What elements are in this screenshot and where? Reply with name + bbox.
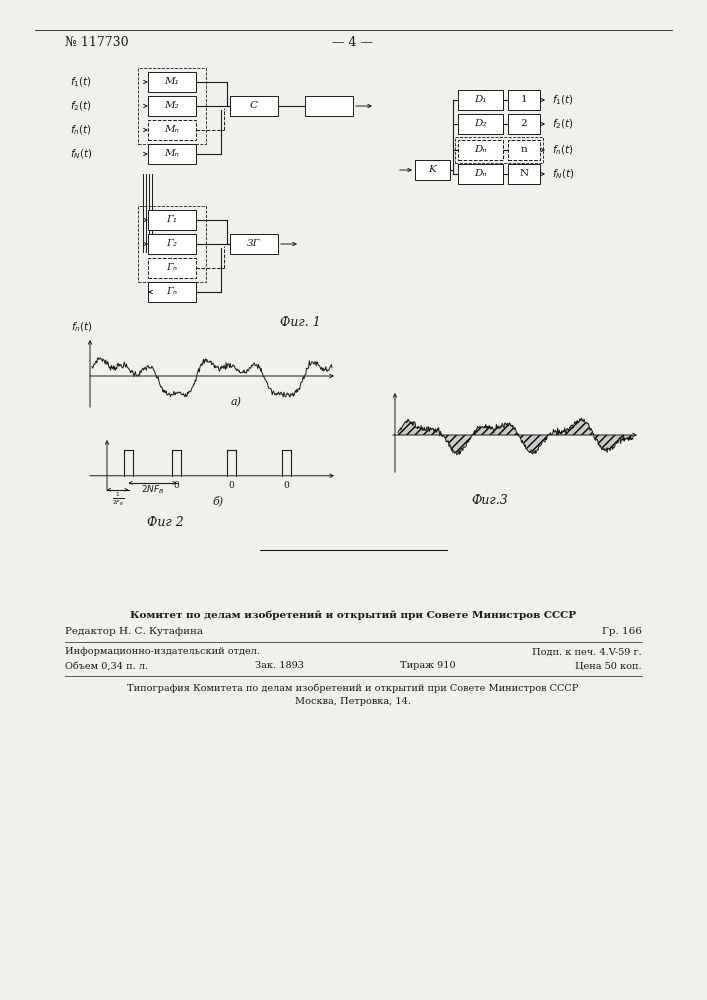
Text: 0: 0 (228, 481, 235, 490)
Text: 0: 0 (174, 481, 180, 490)
Bar (138, 206, 206, 282)
Text: D₁: D₁ (474, 96, 486, 104)
Bar (458, 90, 503, 110)
Bar (148, 258, 196, 278)
Text: Москва, Петровка, 14.: Москва, Петровка, 14. (295, 696, 411, 706)
Bar (508, 164, 540, 184)
Text: 2: 2 (520, 119, 527, 128)
Text: $f_n(t)$: $f_n(t)$ (70, 123, 92, 137)
Bar (458, 140, 503, 160)
Text: Типография Комитета по делам изобретений и открытий при Совете Министров СССР: Типография Комитета по делам изобретений… (127, 683, 579, 693)
Text: $f_n(t)$: $f_n(t)$ (71, 320, 93, 334)
Bar (148, 210, 196, 230)
Text: $f_1(t)$: $f_1(t)$ (70, 75, 92, 89)
Text: $\frac{1}{2F_B}$: $\frac{1}{2F_B}$ (112, 491, 124, 508)
Text: M₁: M₁ (165, 78, 180, 87)
Text: Объем 0,34 п. л.: Объем 0,34 п. л. (65, 662, 148, 670)
Text: Редактор Н. С. Кутафина: Редактор Н. С. Кутафина (65, 628, 203, 637)
Text: Dₙ: Dₙ (474, 169, 487, 178)
Text: $f_2(t)$: $f_2(t)$ (552, 117, 574, 131)
Text: б): б) (212, 495, 223, 506)
Text: $f_n(t)$: $f_n(t)$ (552, 143, 574, 157)
Bar (455, 137, 543, 163)
Bar (138, 68, 206, 144)
Text: Г₁: Г₁ (167, 216, 177, 225)
Text: Комитет по делам изобретений и открытий при Совете Министров СССР: Комитет по делам изобретений и открытий … (130, 610, 576, 620)
Text: Информационно-издательский отдел.: Информационно-издательский отдел. (65, 648, 260, 656)
Text: Гр. 166: Гр. 166 (602, 628, 642, 637)
Text: Mₙ: Mₙ (165, 125, 180, 134)
Bar (458, 164, 503, 184)
Bar (508, 90, 540, 110)
Text: № 117730: № 117730 (65, 35, 129, 48)
Text: n: n (520, 145, 527, 154)
Bar (458, 114, 503, 134)
Bar (305, 96, 353, 116)
Text: Гₙ: Гₙ (166, 288, 177, 296)
Bar (148, 72, 196, 92)
Bar (148, 282, 196, 302)
Text: $f_N(t)$: $f_N(t)$ (552, 167, 575, 181)
Text: 1: 1 (520, 96, 527, 104)
Text: Подп. к печ. 4.V-59 г.: Подп. к печ. 4.V-59 г. (532, 648, 642, 656)
Bar (148, 144, 196, 164)
Text: Фиг. 1: Фиг. 1 (280, 316, 320, 328)
Text: Фиг.3: Фиг.3 (472, 493, 508, 506)
Text: N: N (520, 169, 529, 178)
Text: Цена 50 коп.: Цена 50 коп. (575, 662, 642, 670)
Text: Гₙ: Гₙ (166, 263, 177, 272)
Bar (230, 234, 278, 254)
Bar (415, 160, 450, 180)
Text: $f_1(t)$: $f_1(t)$ (552, 93, 574, 107)
Text: D₂: D₂ (474, 119, 486, 128)
Text: Зак. 1893: Зак. 1893 (255, 662, 304, 670)
Text: Mₙ: Mₙ (165, 149, 180, 158)
Bar (508, 140, 540, 160)
Text: Тираж 910: Тираж 910 (400, 662, 455, 670)
Text: Dₙ: Dₙ (474, 145, 487, 154)
Text: C: C (250, 102, 258, 110)
Text: $f_N(t)$: $f_N(t)$ (70, 147, 93, 161)
Bar (148, 120, 196, 140)
Text: — 4 —: — 4 — (332, 35, 373, 48)
Text: а): а) (230, 397, 242, 407)
Bar (230, 96, 278, 116)
Text: 0: 0 (284, 481, 289, 490)
Text: Фиг 2: Фиг 2 (146, 516, 183, 528)
Text: K: K (428, 165, 436, 174)
Text: Г₂: Г₂ (167, 239, 177, 248)
Bar (508, 114, 540, 134)
Bar (148, 234, 196, 254)
Text: 3Г: 3Г (247, 239, 261, 248)
Text: $f_2(t)$: $f_2(t)$ (70, 99, 92, 113)
Text: M₂: M₂ (165, 102, 180, 110)
Text: $2NF_B$: $2NF_B$ (141, 484, 164, 496)
Bar (148, 96, 196, 116)
